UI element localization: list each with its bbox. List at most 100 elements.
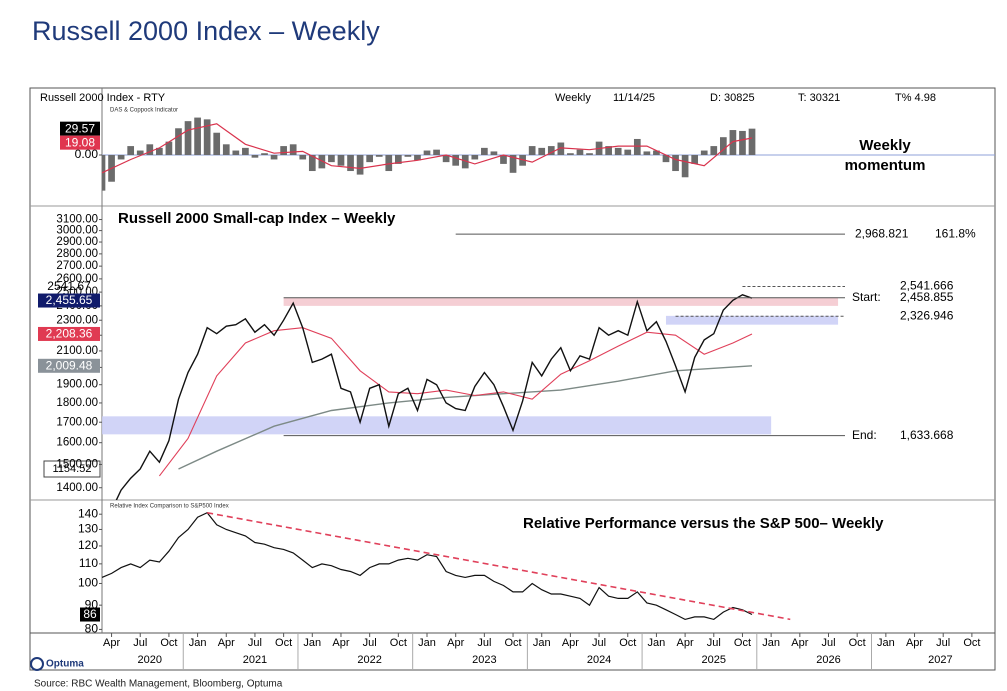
momentum-signal-line bbox=[102, 123, 753, 174]
y-tick-label: 120 bbox=[78, 538, 98, 552]
momentum-bar bbox=[261, 153, 268, 155]
level-prefix: Start: bbox=[852, 290, 881, 304]
value-tag-label: 29.57 bbox=[65, 121, 95, 135]
value-tag bbox=[38, 293, 100, 308]
x-tick-label: Oct bbox=[963, 637, 980, 649]
x-tick-label: Oct bbox=[619, 637, 636, 649]
momentum-bar bbox=[633, 138, 641, 155]
panel-subtitle: DAS & Coppock Indicator bbox=[110, 108, 178, 114]
momentum-bar bbox=[175, 128, 182, 155]
x-tick-label: Jan bbox=[418, 637, 436, 649]
x-tick-label: Jul bbox=[707, 637, 721, 649]
momentum-annotation: Weekly momentum bbox=[844, 137, 926, 174]
year-label: 2022 bbox=[357, 654, 381, 666]
momentum-bar bbox=[127, 146, 135, 155]
y-tick-label: 100 bbox=[78, 576, 98, 590]
momentum-bar bbox=[461, 155, 469, 169]
value-tag bbox=[38, 358, 100, 373]
header-item: T% 4.98 bbox=[895, 92, 936, 104]
y-tick-label: 2600.00 bbox=[56, 273, 98, 285]
momentum-bar bbox=[251, 155, 259, 158]
y-tick-label: 130 bbox=[78, 522, 98, 536]
momentum-bar bbox=[328, 155, 335, 163]
y-tick-label: 140 bbox=[78, 506, 98, 520]
momentum-bar bbox=[213, 132, 221, 155]
page-title: Russell 2000 Index – Weekly bbox=[32, 16, 380, 46]
momentum-bar bbox=[318, 155, 326, 169]
header-item: D: 30825 bbox=[710, 92, 755, 104]
momentum-bar bbox=[366, 155, 374, 163]
x-tick-label: Oct bbox=[849, 637, 866, 649]
momentum-bar bbox=[719, 137, 727, 155]
relative-line bbox=[102, 511, 753, 621]
panel-subtitle: Relative Index Comparison to S&P500 Inde… bbox=[110, 504, 229, 510]
momentum-bar bbox=[299, 155, 307, 160]
y-tick-label: 3100.00 bbox=[56, 214, 98, 226]
momentum-bar bbox=[729, 130, 737, 155]
momentum-bar bbox=[404, 155, 412, 157]
header-item: Weekly bbox=[555, 92, 591, 104]
momentum-bar bbox=[242, 147, 249, 155]
momentum-bar bbox=[146, 144, 154, 155]
x-tick-label: Apr bbox=[906, 637, 923, 649]
logo: Optuma bbox=[30, 657, 84, 671]
y-tick-label: 1800.00 bbox=[56, 397, 98, 409]
momentum-bar bbox=[165, 141, 173, 155]
momentum-bar bbox=[471, 155, 479, 160]
momentum-bar bbox=[691, 155, 699, 164]
year-label: 2027 bbox=[928, 654, 952, 666]
x-tick-label: Jul bbox=[592, 637, 606, 649]
momentum-bar bbox=[337, 155, 345, 166]
relative-annotation: Relative Performance versus the S&P 500–… bbox=[523, 515, 884, 532]
momentum-bar bbox=[433, 149, 440, 155]
momentum-bar bbox=[681, 155, 689, 178]
momentum-bar bbox=[614, 147, 622, 155]
momentum-bar bbox=[117, 155, 125, 160]
x-tick-label: Jan bbox=[189, 637, 207, 649]
momentum-bar bbox=[136, 150, 144, 155]
logo-text: Optuma bbox=[46, 659, 84, 670]
price-plot bbox=[102, 294, 839, 500]
momentum-bar bbox=[442, 155, 450, 163]
momentum-bar bbox=[375, 155, 383, 157]
price-line bbox=[115, 294, 753, 500]
x-tick-label: Jul bbox=[936, 637, 950, 649]
relative-plot bbox=[102, 511, 791, 621]
zone-band bbox=[283, 297, 839, 306]
y-tick-label: 110 bbox=[79, 556, 98, 570]
year-label: 2020 bbox=[138, 654, 162, 666]
momentum-bar bbox=[481, 147, 488, 155]
level-label: 2,458.855 bbox=[900, 290, 954, 304]
x-tick-label: Apr bbox=[218, 637, 235, 649]
level-label: 2,968.821 bbox=[855, 226, 909, 240]
x-tick-label: Jan bbox=[303, 637, 321, 649]
level-note: 161.8% bbox=[935, 226, 976, 240]
momentum-bar bbox=[547, 146, 555, 155]
x-tick-label: Jul bbox=[477, 637, 491, 649]
momentum-bar bbox=[700, 150, 708, 155]
momentum-bar bbox=[748, 128, 756, 155]
momentum-bar bbox=[653, 150, 660, 155]
momentum-bar bbox=[624, 149, 632, 155]
y-tick-label: 3000.00 bbox=[56, 225, 98, 237]
momentum-bar bbox=[490, 151, 498, 155]
level-prefix: End: bbox=[852, 428, 877, 442]
momentum-bar bbox=[194, 117, 201, 155]
value-tag bbox=[80, 607, 100, 622]
y-tick-label: 2300.00 bbox=[56, 314, 98, 326]
momentum-bar bbox=[710, 146, 718, 155]
momentum-bar bbox=[394, 155, 402, 164]
level-label: 2,541.666 bbox=[900, 279, 954, 293]
momentum-bar bbox=[232, 150, 240, 155]
momentum-bar bbox=[347, 155, 354, 172]
header-item: T: 30321 bbox=[798, 92, 840, 104]
x-tick-label: Oct bbox=[390, 637, 407, 649]
y-tick-label: 1600.00 bbox=[56, 437, 98, 449]
moving-average-line bbox=[158, 327, 753, 477]
header-item: Russell 2000 Index - RTY bbox=[40, 92, 166, 104]
momentum-bar bbox=[184, 121, 192, 155]
x-tick-label: Apr bbox=[332, 637, 349, 649]
momentum-bar bbox=[452, 155, 460, 166]
